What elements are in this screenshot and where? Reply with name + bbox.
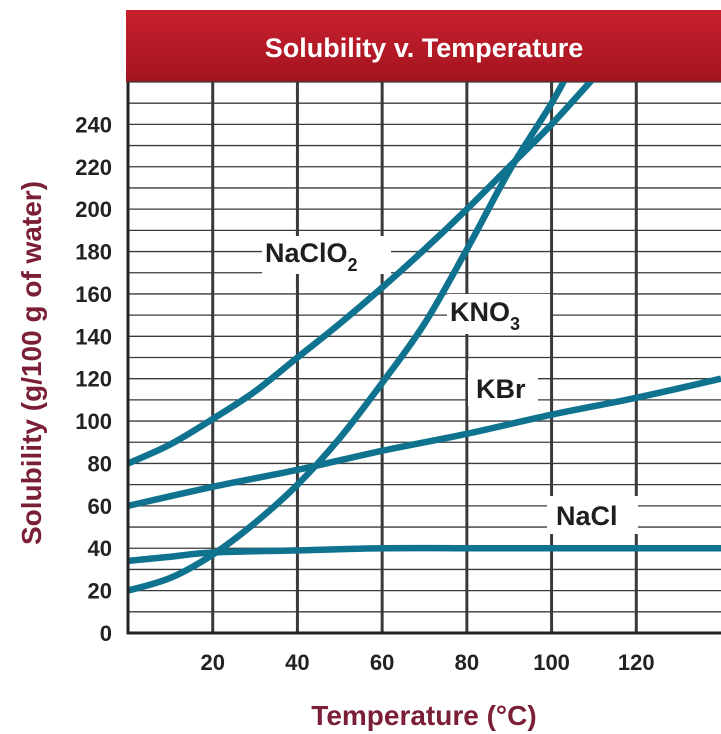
y-tick-label: 20 [88,579,112,604]
title-bar-background [126,10,721,82]
y-tick-label: 220 [75,155,112,180]
series-label-nacl: NaCl [556,501,618,531]
axes [126,82,721,635]
series-line-nacl [128,544,721,565]
y-tick-label: 140 [75,324,112,349]
y-tick-label: 200 [75,197,112,222]
series-label-background [447,294,550,334]
series-label-background [547,496,638,534]
series-label-background [468,370,538,406]
y-tick-label: 40 [88,536,112,561]
title-bar: Solubility v. Temperature [126,10,721,82]
series-label-background [262,236,391,274]
y-tick-label: 60 [88,494,112,519]
y-axis-title: Solubility (g/100 g of water) [16,181,47,545]
series-label-kno3: KNO3 [450,297,520,334]
y-tick-label: 160 [75,282,112,307]
series-lines [128,82,721,594]
x-tick-label: 40 [285,650,309,675]
tick-labels: 0 20 40 60 80 100 120 140 160 180 200 220 240 20 40 60 8… [75,112,654,675]
chart-title: Solubility v. Temperature [265,33,584,63]
series-label-naclo2: NaClO2 [265,238,358,275]
y-tick-label: 120 [75,367,112,392]
y-tick-label: 180 [75,240,112,265]
series-labels: NaClO2 KNO3 KBr NaCl [262,236,638,534]
y-tick-label: 240 [75,112,112,137]
y-tick-label: 0 [100,621,112,646]
x-axis-title: Temperature (°C) [311,700,536,731]
x-tick-label: 60 [370,650,394,675]
series-label-kbr: KBr [476,374,526,404]
y-tick-label: 80 [88,451,112,476]
series-line-kbr [128,375,721,510]
x-tick-label: 120 [618,650,655,675]
x-tick-label: 100 [533,650,570,675]
x-tick-label: 20 [200,650,224,675]
x-tick-label: 80 [455,650,479,675]
y-tick-label: 100 [75,409,112,434]
